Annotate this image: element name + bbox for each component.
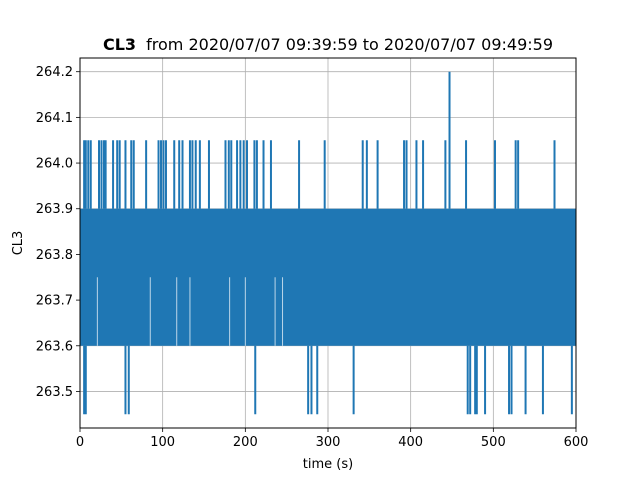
chart-title: CL3 from 2020/07/07 09:39:59 to 2020/07/… (103, 35, 553, 54)
x-tick-label: 300 (316, 435, 341, 450)
y-tick-label: 263.8 (36, 248, 73, 263)
series-group (80, 71, 576, 415)
x-tick-label: 500 (481, 435, 506, 450)
chart-title-rest: from 2020/07/07 09:39:59 to 2020/07/07 0… (146, 35, 553, 54)
x-axis: 0 100 200 300 400 500 600 (76, 428, 589, 450)
x-axis-label: time (s) (303, 457, 353, 472)
y-tick-label: 264.1 (36, 111, 73, 126)
y-tick-label: 264.0 (36, 157, 73, 172)
y-axis: 263.5 263.6 263.7 263.8 263.9 264.0 264.1 264.2 (36, 65, 80, 400)
x-tick-label: 600 (564, 435, 589, 450)
y-tick-label: 263.6 (36, 339, 73, 354)
y-tick-label: 263.9 (36, 202, 73, 217)
chart-title-bold: CL3 (103, 35, 136, 54)
x-tick-label: 100 (150, 435, 175, 450)
y-axis-label: CL3 (11, 231, 26, 256)
x-tick-label: 0 (76, 435, 84, 450)
x-tick-label: 200 (233, 435, 258, 450)
y-tick-label: 263.7 (36, 294, 73, 309)
series-band (80, 208, 576, 346)
x-tick-label: 400 (398, 435, 423, 450)
y-tick-label: 263.5 (36, 385, 73, 400)
y-tick-label: 264.2 (36, 65, 73, 80)
